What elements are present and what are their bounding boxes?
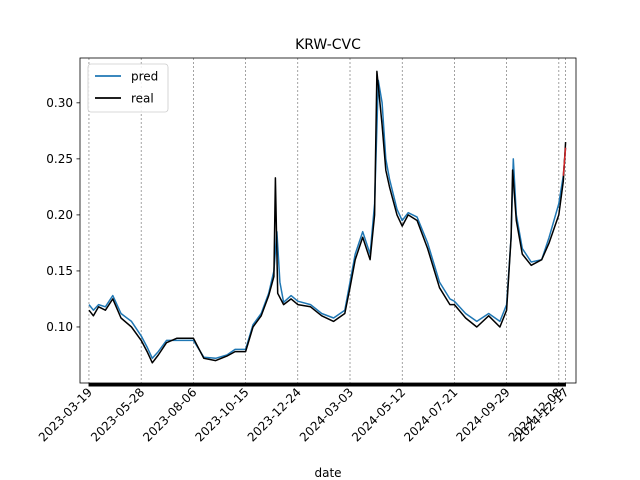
- legend-label-pred: pred: [131, 70, 158, 84]
- y-tick-label-2: 0.20: [46, 208, 73, 222]
- series-line-pred: [88, 79, 567, 360]
- x-ticks: 2023-03-192023-05-282023-08-062023-10-15…: [36, 383, 572, 444]
- last-point-marker: [562, 147, 567, 176]
- x-tick-label-10: 2024-12-17: [512, 385, 571, 444]
- y-tick-label-4: 0.30: [46, 96, 73, 110]
- y-tick-label-1: 0.15: [46, 264, 73, 278]
- x-tick-label-2: 2023-08-06: [140, 385, 199, 444]
- x-axis-label: date: [314, 466, 341, 480]
- x-tick-label-5: 2024-03-03: [297, 385, 356, 444]
- y-tick-label-0: 0.10: [46, 320, 73, 334]
- legend-label-real: real: [131, 92, 154, 106]
- x-tick-label-1: 2023-05-28: [88, 385, 147, 444]
- chart-title: KRW-CVC: [295, 37, 361, 53]
- x-tick-label-0: 2023-03-19: [36, 385, 95, 444]
- x-tick-label-3: 2023-10-15: [192, 385, 251, 444]
- x-tick-label-8: 2024-09-29: [454, 385, 513, 444]
- legend: pred real: [87, 63, 169, 113]
- plot-lines: [88, 70, 567, 364]
- x-tick-label-4: 2023-12-24: [245, 385, 304, 444]
- x-daily-tick-marks: [88, 383, 566, 387]
- y-tick-label-3: 0.25: [46, 152, 73, 166]
- y-ticks: 0.10 0.15 0.20 0.25 0.30: [46, 96, 80, 334]
- series-line-real: [88, 70, 567, 364]
- x-tick-label-7: 2024-07-21: [401, 385, 460, 444]
- x-tick-label-6: 2024-05-12: [349, 385, 408, 444]
